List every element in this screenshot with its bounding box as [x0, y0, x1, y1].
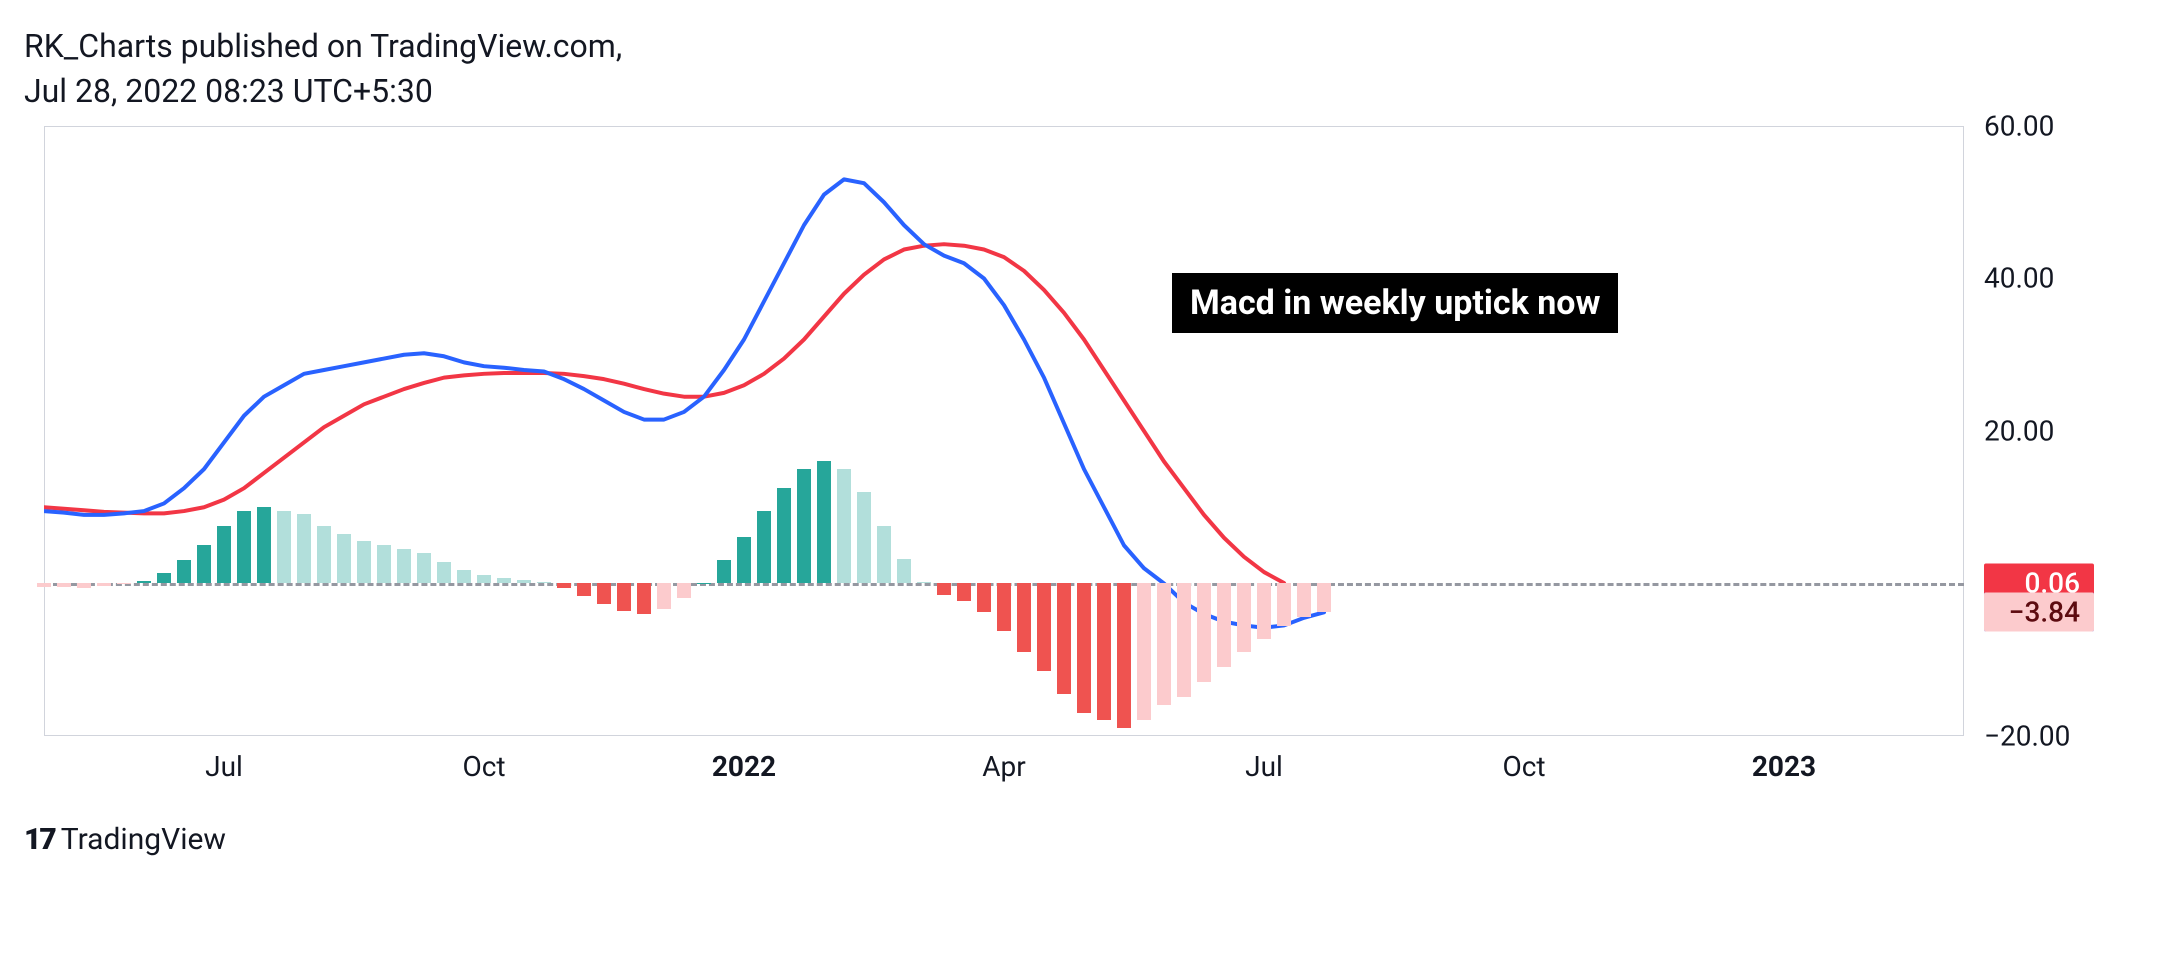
histogram-bar: [577, 583, 591, 596]
histogram-bar: [1057, 583, 1071, 694]
histogram-bar: [1077, 583, 1091, 713]
histogram-bar: [757, 511, 771, 583]
publish-line-2: Jul 28, 2022 08:23 UTC+5:30: [24, 69, 2151, 114]
histogram-bar: [1117, 583, 1131, 728]
histogram-bar: [677, 583, 691, 598]
histogram-bar: [837, 469, 851, 583]
histogram-bar: [637, 583, 651, 614]
histogram-bar: [717, 560, 731, 583]
x-axis-label: Oct: [1502, 750, 1545, 783]
histogram-bar: [297, 514, 311, 583]
annotation-label: Macd in weekly uptick now: [1172, 273, 1618, 333]
histogram-bar: [957, 583, 971, 601]
histogram-bar: [597, 583, 611, 604]
histogram-bar: [617, 583, 631, 611]
histogram-bar: [1257, 583, 1271, 639]
histogram-bar: [437, 562, 451, 583]
histogram-bar: [657, 583, 671, 609]
histogram-bar: [977, 583, 991, 612]
histogram-bar: [1237, 583, 1251, 652]
x-axis-label: 2022: [712, 750, 776, 783]
histogram-bar: [737, 537, 751, 583]
tradingview-logo-icon: 17: [24, 822, 49, 857]
histogram-bar: [317, 526, 331, 583]
histogram-bar: [1317, 583, 1331, 612]
histogram-bar: [697, 583, 711, 584]
histogram-bar: [777, 488, 791, 583]
histogram-bar: [1217, 583, 1231, 667]
histogram-bar: [897, 559, 911, 583]
publish-header: RK_Charts published on TradingView.com, …: [24, 24, 2151, 114]
histogram-bar: [937, 583, 951, 594]
x-axis-label: Jul: [1245, 750, 1283, 783]
histogram-bar: [217, 526, 231, 583]
histogram-bar: [337, 534, 351, 584]
histogram-bar: [357, 541, 371, 583]
histogram-bar: [1037, 583, 1051, 671]
histogram-bar: [457, 570, 471, 583]
histogram-bar: [817, 461, 831, 583]
histogram-bar: [397, 549, 411, 583]
histogram-bar: [1297, 583, 1311, 617]
histogram-bar: [237, 511, 251, 583]
plot-area[interactable]: [44, 126, 1964, 736]
histogram-bar: [1097, 583, 1111, 720]
histogram-bar: [797, 469, 811, 583]
x-axis-label: 2023: [1752, 750, 1816, 783]
x-axis-label: Apr: [982, 750, 1025, 783]
y-axis-label: −20.00: [1984, 719, 2070, 752]
histogram-bar: [157, 573, 171, 583]
x-axis-label: Jul: [205, 750, 243, 783]
histogram-bar: [77, 583, 91, 588]
histogram-bar: [137, 581, 151, 583]
histogram-bar: [197, 545, 211, 583]
histogram-bar: [37, 583, 51, 587]
histogram-bar: [917, 582, 931, 584]
histogram-bar: [1157, 583, 1171, 705]
histogram-bar: [877, 526, 891, 583]
footer: 17 TradingView: [24, 822, 2151, 857]
histogram-bar: [477, 575, 491, 583]
histogram-bar: [1197, 583, 1211, 682]
histogram-bar: [557, 583, 571, 588]
histogram-bar: [497, 578, 511, 583]
histogram-bar: [277, 511, 291, 583]
histogram-bar: [97, 583, 111, 586]
y-axis-label: 60.00: [1984, 109, 2054, 142]
x-axis-label: Oct: [462, 750, 505, 783]
histogram-bar: [857, 492, 871, 584]
y-axis-label: 20.00: [1984, 414, 2054, 447]
histogram-bar: [1137, 583, 1151, 720]
value-tag: −3.84: [1984, 593, 2094, 632]
histogram-bar: [177, 560, 191, 583]
macd-chart: 60.0040.0020.00−20.000.06−3.78−3.84JulOc…: [24, 126, 2114, 796]
y-axis-label: 40.00: [1984, 262, 2054, 295]
histogram-bar: [57, 583, 71, 587]
histogram-bar: [1277, 583, 1291, 626]
tradingview-brand: TradingView: [61, 822, 226, 857]
histogram-bar: [117, 583, 131, 584]
histogram-bar: [537, 582, 551, 584]
histogram-bar: [417, 553, 431, 583]
histogram-bar: [377, 545, 391, 583]
histogram-bar: [1017, 583, 1031, 652]
histogram-bar: [1177, 583, 1191, 697]
histogram-bar: [257, 507, 271, 583]
publish-line-1: RK_Charts published on TradingView.com,: [24, 24, 2151, 69]
histogram-bar: [517, 580, 531, 583]
histogram-bar: [997, 583, 1011, 631]
